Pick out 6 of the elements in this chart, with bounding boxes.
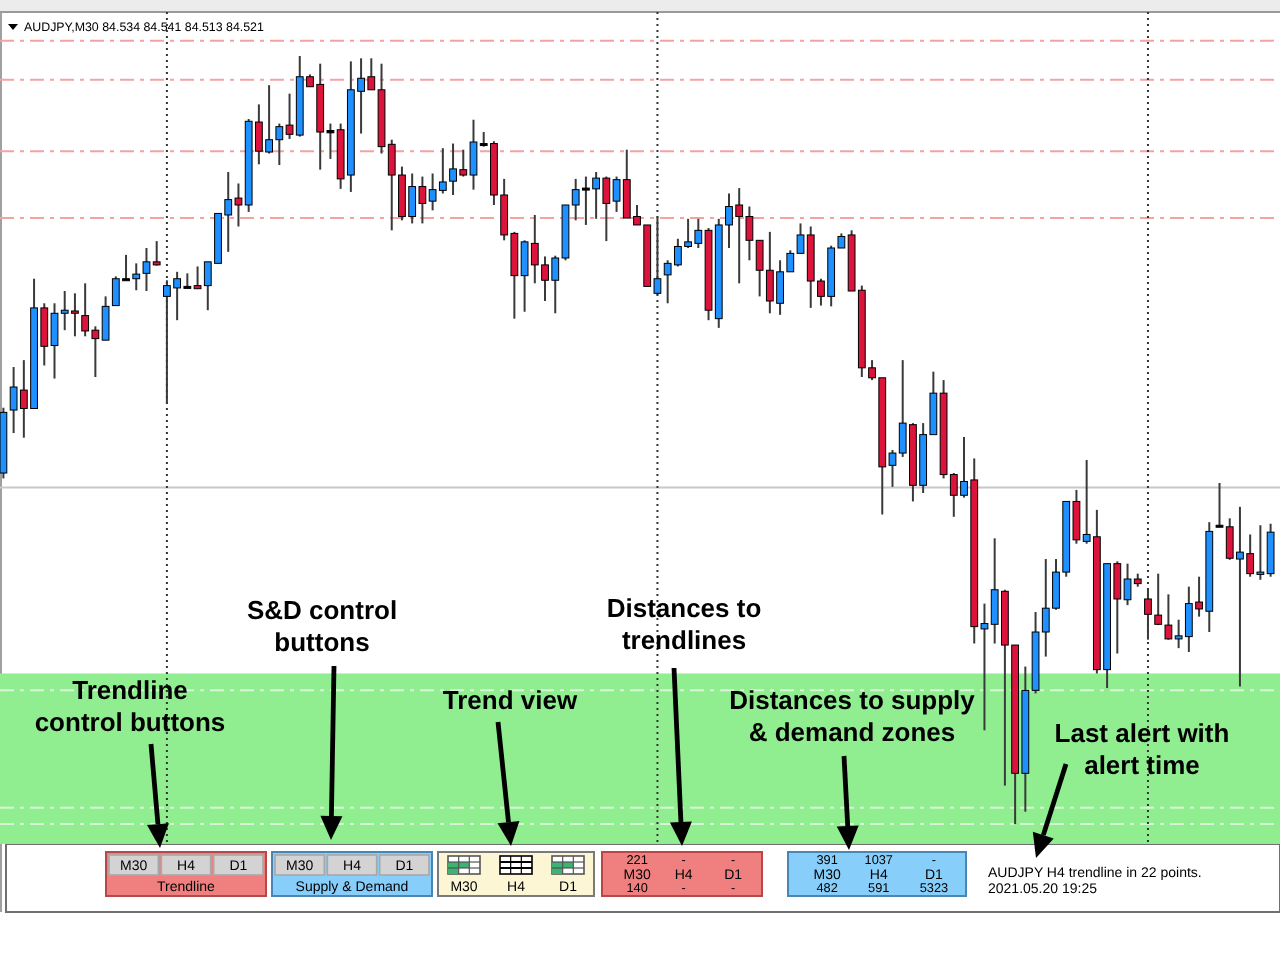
annotation: Distances to supply & demand zones	[729, 685, 977, 747]
annotation: S&D control buttons	[246, 595, 398, 657]
annotation: Last alert with alert time	[1054, 718, 1230, 780]
annotation: Trend view	[442, 685, 579, 716]
annotation: Distances to trendlines	[606, 593, 762, 655]
annotation: Trendline control buttons	[34, 675, 226, 737]
